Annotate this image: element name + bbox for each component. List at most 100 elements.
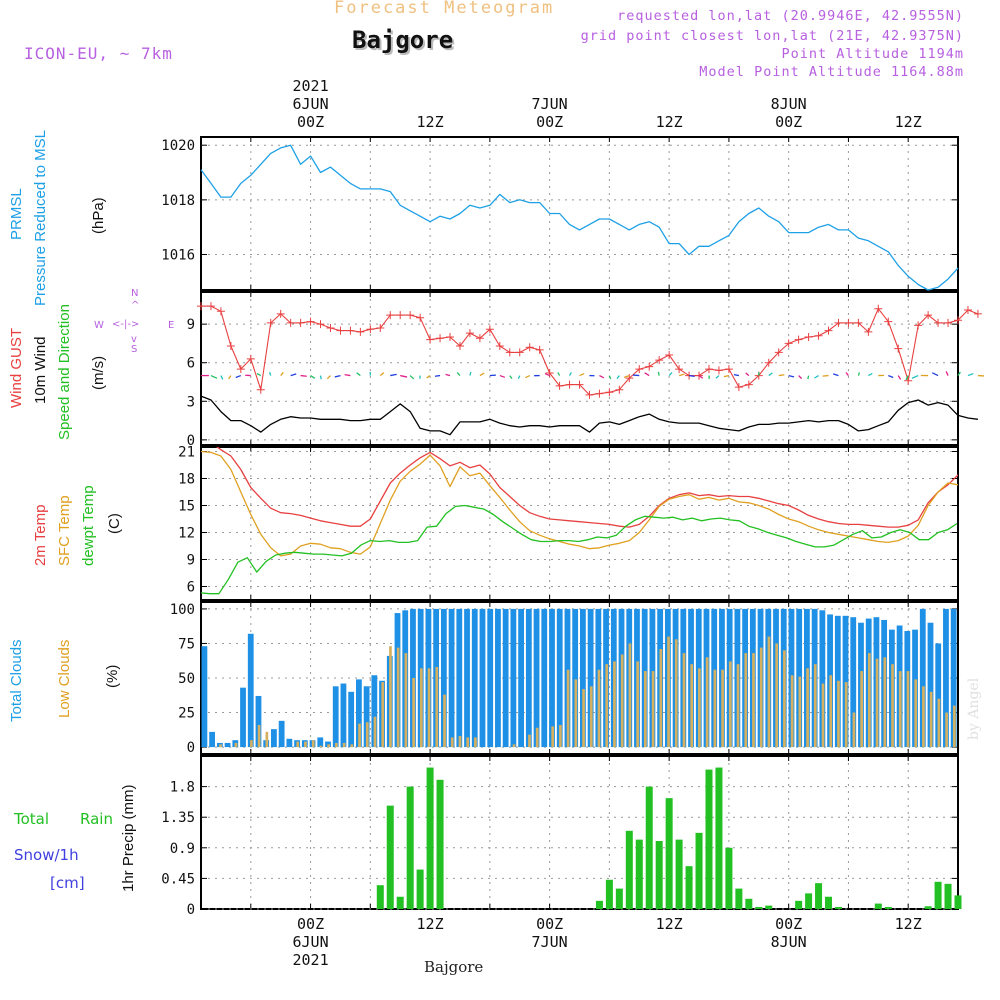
requested-coords: requested lon,lat (20.9946E, 42.9555N) [617,8,964,24]
low-clouds-bar [582,689,585,748]
wind-gust-point [216,307,225,316]
x-tick-label-bottom: 00Z [536,915,563,933]
clouds-y-tick-label: 75 [178,636,195,652]
compass-e: E [168,320,175,331]
low-clouds-bar [898,671,902,748]
wind-gust-point [864,327,873,336]
wind-direction-arrow [905,375,909,381]
total-clouds-bar [247,633,254,748]
wind-gust-point [615,385,624,394]
total-clouds-bar [556,608,563,748]
wind-gust-point [565,380,574,389]
rain-bar [805,893,813,909]
wind-direction-arrow [733,373,739,377]
rain-bar [924,906,932,909]
low-clouds-bar [767,636,771,748]
low-clouds-bar [381,682,385,748]
wind-gust-point [336,326,345,335]
low-clouds-bar [404,653,408,748]
x-tick-label-bottom: 12Z [895,915,922,933]
wind-dir-label: Speed and Direction [56,304,73,440]
x-date-label-top: 8JUN [771,95,807,113]
low-clouds-bar [613,661,616,748]
wind-y-tick-label: 6 [187,356,195,372]
low-clouds-bar [335,742,338,748]
wind-panel-frame [200,291,959,446]
location-title: Bajgore [352,26,454,54]
wind-gust-point [904,376,913,385]
wind-direction-arrow [745,372,750,377]
clouds-y-tick-label: 50 [178,671,195,687]
wind-direction-arrow [557,372,561,376]
wind-gust-line [201,305,979,396]
low-clouds-bar [837,680,840,748]
rain-bar [934,881,942,909]
low-clouds-bar [443,694,446,748]
total-clouds-bar [549,608,555,748]
wind-gust-point [734,383,743,392]
wind-direction-arrow [300,374,307,377]
low-clouds-bar [327,744,330,748]
wind-gust-point [545,369,554,377]
low-clouds-bar [419,668,423,748]
low-clouds-bar [736,664,740,748]
x-year-label-bottom: 2021 [293,951,329,969]
total-clouds-bar [495,608,501,748]
low-clouds-bar [682,653,686,748]
wind-direction-arrow [256,372,262,377]
wind-gust-point [963,306,972,314]
low-clouds-bar [860,671,863,748]
rain-bar [605,879,613,909]
total-clouds-bar [201,646,208,748]
wind-direction-arrow [235,374,242,379]
wind-gust-point [426,335,435,344]
wind-direction-arrow [319,375,322,380]
wind-gust-point [346,326,355,335]
pressure-y-tick-label: 1016 [161,247,195,263]
x-date-label-bottom: 6JUN [293,933,329,951]
wind-direction-arrow [807,375,810,380]
wind-gust-point [535,345,544,354]
low-clouds-bar [813,664,817,748]
wind-direction-arrow [967,373,974,377]
wind-direction-arrow [616,375,620,380]
rain-bar [685,866,693,909]
wind-gust-point [804,333,813,341]
compass-ns-b: v [131,334,137,345]
rain-bar [705,769,713,909]
total-clouds-bar [363,686,370,748]
temp-y-tick-label: 21 [178,445,195,461]
wind-direction-arrow [723,374,730,378]
low-clouds-bar [752,653,755,748]
total-clouds-bar [271,729,277,748]
wind-y-tick-label: 3 [187,394,195,410]
wind-direction-arrow [832,373,839,377]
total-clouds-bar [502,608,509,748]
wind-direction-arrow [888,374,894,379]
rain-bar [695,832,703,909]
wind-gust-point [286,318,295,327]
rain-bar [595,900,603,909]
low-clouds-bar [373,716,377,748]
low-clouds-bar [922,686,925,748]
low-clouds-bar [396,647,400,748]
wind-direction-arrow [868,372,873,377]
x-date-label-top: 6JUN [293,95,329,113]
temp-dewpt-line [201,504,958,595]
total-clouds-bar [525,608,532,748]
wind-gust-point [525,343,534,352]
wind-direction-arrow [957,371,961,376]
total-clouds-bar [255,695,262,748]
x-year-label-top: 2021 [293,77,329,95]
low-clouds-bar [435,666,439,748]
rain-bar [436,779,444,909]
total-clouds-bar [935,643,942,748]
temp-sfc-label: SFC Temp [56,495,73,566]
rain-bar [954,895,962,909]
precip-y-tick-label: 0.9 [170,841,195,857]
low-clouds-bar [651,671,655,748]
rain-bar [635,839,643,909]
wind-direction-arrow [768,372,773,377]
wind-gust-point [555,381,564,390]
low-clouds-bar [559,724,562,748]
